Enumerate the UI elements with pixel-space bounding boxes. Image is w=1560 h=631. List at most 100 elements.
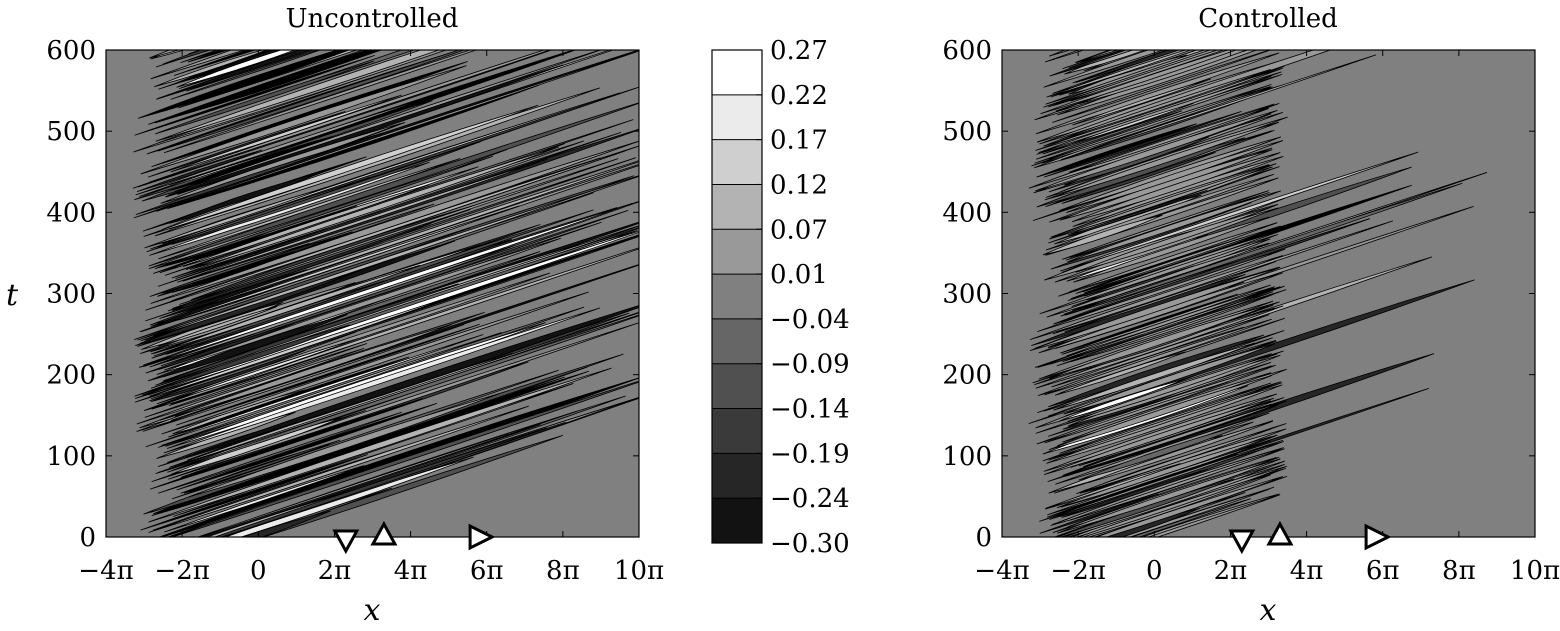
contour-streak [1069,222,1278,293]
contour-streak [1051,314,1270,388]
contour-streak [1062,50,1135,73]
contour-streak [148,405,529,533]
contour-streak [1043,50,1165,88]
contour-streak [135,96,430,196]
y-tick-label: 500 [46,117,96,147]
y-tick-label: 300 [46,280,96,310]
contour-streak [1095,476,1284,537]
contour-streak [136,149,263,193]
contour-streak [1048,382,1283,461]
contour-streak [1073,216,1270,283]
contour-streak [145,334,484,448]
contour-streak [1049,163,1277,240]
contour-streak [1065,182,1463,316]
contour-streak [180,439,341,494]
contour-streak [136,348,365,425]
colorbar-label: 0.22 [770,81,828,111]
contour-streak [1048,375,1273,451]
contour-streak [150,398,423,490]
contour-streak [1034,84,1272,164]
contour-streak [141,205,520,333]
contour-streak [1029,255,1284,341]
contour-streak [167,314,639,473]
y-axis-uncontrolled: 0 100 200 300 400 500 600 [46,36,639,553]
x-tick-label: 8π [1442,556,1476,586]
contour-streak [1035,110,1183,160]
panel-title-uncontrolled: Uncontrolled [286,4,459,34]
contour-streak [154,155,494,270]
colorbar-band [712,498,762,544]
contour-streak [1069,448,1285,521]
y-tick-label: 600 [942,36,992,66]
contour-streak [1065,353,1278,425]
contour-streak [1064,261,1277,333]
contour-streak [1075,50,1181,83]
y-tick-label: 0 [975,523,992,553]
x-tick-label: −2π [1050,556,1105,586]
contour-streak [184,160,639,313]
contour-streak [1042,214,1163,256]
contour-streak [183,376,565,505]
contour-streak [1066,140,1284,213]
contour-streak [196,410,578,537]
contour-streak [174,50,602,192]
x-tick-label: 10π [1510,556,1560,586]
x-tick-label: 2π [1214,556,1248,586]
contour-streak [150,140,639,304]
contour-streak [133,227,471,341]
y-tick-label: 400 [46,198,96,228]
contour-streak [149,243,310,297]
y-axis-title: t [6,278,19,313]
colorbar-label: −0.30 [770,529,850,559]
contour-streak [1077,472,1274,537]
contour-streak [1060,151,1419,272]
contour-streak [1087,420,1274,484]
colorbar-label: 0.27 [770,36,828,66]
x-tick-label: 4π [1290,556,1324,586]
x-tick-label: 10π [614,556,664,586]
contour-streak [1045,463,1181,509]
contour-streak [163,50,478,154]
contour-streak [148,102,639,267]
marker-triangle-up [1266,520,1294,546]
contour-streak [170,50,322,100]
contour-streak [138,203,633,368]
marker-triangle-down [1228,529,1256,555]
contour-streak [157,411,402,494]
contour-streak [1067,190,1281,263]
contour-streak [155,50,441,142]
contour-streak [1066,286,1275,357]
x-tick-label: 0 [1146,556,1163,586]
x-tick-label: −2π [154,556,209,586]
contour-streak [1057,458,1281,534]
colorbar-band [712,229,762,275]
contour-streak [1039,234,1279,315]
panel-controlled: Controlled 0 100 200 300 400 500 600 −4π −2π 0 2π… [942,4,1560,628]
contour-streak [1044,50,1086,63]
contour-streak [134,55,375,136]
contour-streak [154,50,268,88]
colorbar-label: −0.14 [770,395,850,425]
contour-streak [1049,285,1285,365]
colorbar-band [712,453,762,499]
x-axis-controlled: −4π −2π 0 2π 4π 6π 8π 10π [974,50,1560,586]
colorbar-frame [711,49,763,544]
contour-streak [158,158,461,260]
contour-streak [145,145,639,311]
x-axis-title-controlled: x [1260,593,1277,628]
y-tick-label: 100 [942,442,992,472]
x-axis-title-uncontrolled: x [364,593,381,628]
x-axis-uncontrolled: −4π −2π 0 2π 4π 6π 8π 10π [78,50,664,586]
contour-streak [1060,54,1377,160]
contour-streak [1054,351,1186,396]
actuator-markers-controlled [1228,520,1392,555]
contour-streak [1034,110,1278,192]
y-tick-label: 200 [46,361,96,391]
contour-streak [159,269,307,319]
contour-streak [1065,400,1287,475]
contour-streak [1029,267,1281,352]
contour-streak [155,60,374,135]
contour-streak [1043,397,1275,476]
colorbar-label: −0.09 [770,350,850,380]
colorbar-band [712,50,762,96]
